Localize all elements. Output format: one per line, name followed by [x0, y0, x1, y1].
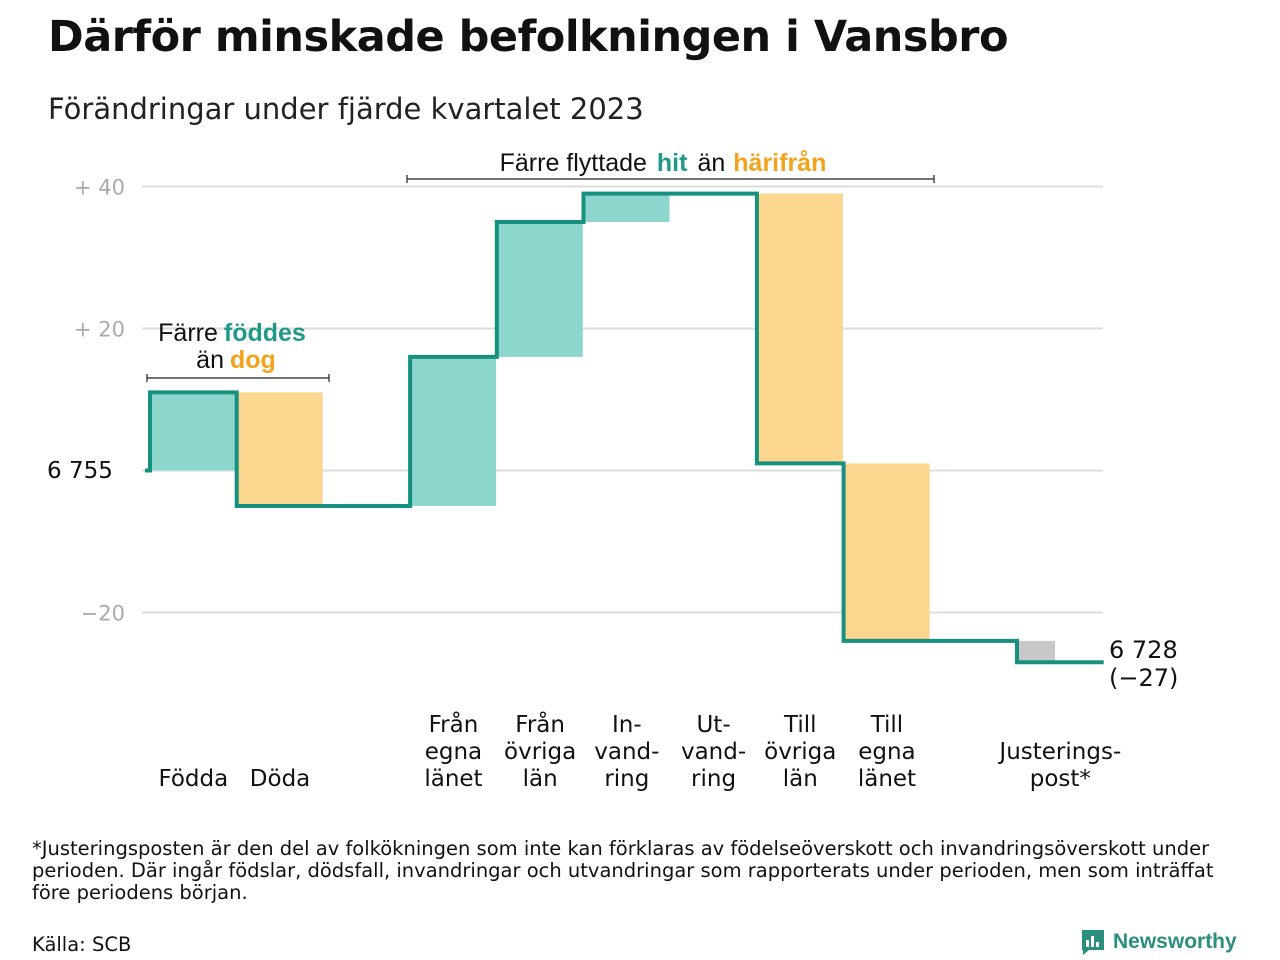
newsworthy-logo: Newsworthy	[1080, 928, 1237, 956]
category-label: Födda	[158, 766, 228, 792]
y-tick-label: −20	[81, 602, 125, 626]
category-label: Justerings-	[997, 739, 1121, 765]
y-tick-label: + 20	[74, 318, 125, 342]
category-label: ring	[604, 766, 649, 792]
category-label: Från	[429, 710, 479, 738]
category-label: vand-	[594, 739, 659, 765]
migration-annotation: Färre flyttade hit än härifrån	[500, 149, 827, 177]
category-label: Till	[870, 712, 904, 738]
category-label: Döda	[250, 766, 310, 792]
waterfall-bar	[236, 392, 323, 506]
newsworthy-logo-icon	[1082, 930, 1104, 955]
category-label: län	[523, 766, 558, 792]
category-label: övriga	[764, 739, 836, 765]
category-label: vand-	[681, 739, 746, 765]
category-label: Ut-	[696, 712, 730, 738]
waterfall-bar	[410, 356, 497, 506]
category-label: län	[783, 766, 818, 792]
footnote: *Justeringsposten är den del av folkökni…	[32, 837, 1214, 904]
category-label: ring	[691, 766, 736, 792]
category-label: länet	[858, 766, 916, 792]
category-label: egna	[425, 739, 482, 765]
category-label: In-	[612, 712, 642, 738]
end-change-label: (−27)	[1109, 664, 1178, 692]
waterfall-bar	[583, 193, 670, 222]
source-label: Källa: SCB	[32, 933, 132, 956]
waterfall-bar	[150, 392, 236, 471]
waterfall-bar	[1019, 640, 1055, 663]
category-label: Från	[515, 710, 565, 738]
cumulative-step-line	[145, 191, 1104, 665]
category-label: post*	[1030, 766, 1091, 792]
start-value-label: 6 755	[47, 458, 113, 484]
category-label: Till	[783, 712, 817, 738]
category-label: egna	[858, 739, 915, 765]
waterfall-bar	[843, 463, 930, 641]
page-title: Därför minskade befolkningen i Vansbro	[48, 12, 1009, 62]
y-tick-label: + 40	[74, 176, 125, 200]
category-label: länet	[424, 766, 482, 792]
births-annotation-line2: än dog	[196, 346, 276, 374]
waterfall-bar	[756, 193, 843, 464]
newsworthy-logo-text: Newsworthy	[1113, 930, 1237, 953]
births-annotation-line1: Färre föddes	[158, 319, 306, 347]
category-label: övriga	[504, 739, 576, 765]
end-value-label: 6 728	[1109, 636, 1178, 664]
waterfall-bar	[496, 222, 583, 357]
page-subtitle: Förändringar under fjärde kvartalet 2023	[48, 92, 644, 126]
